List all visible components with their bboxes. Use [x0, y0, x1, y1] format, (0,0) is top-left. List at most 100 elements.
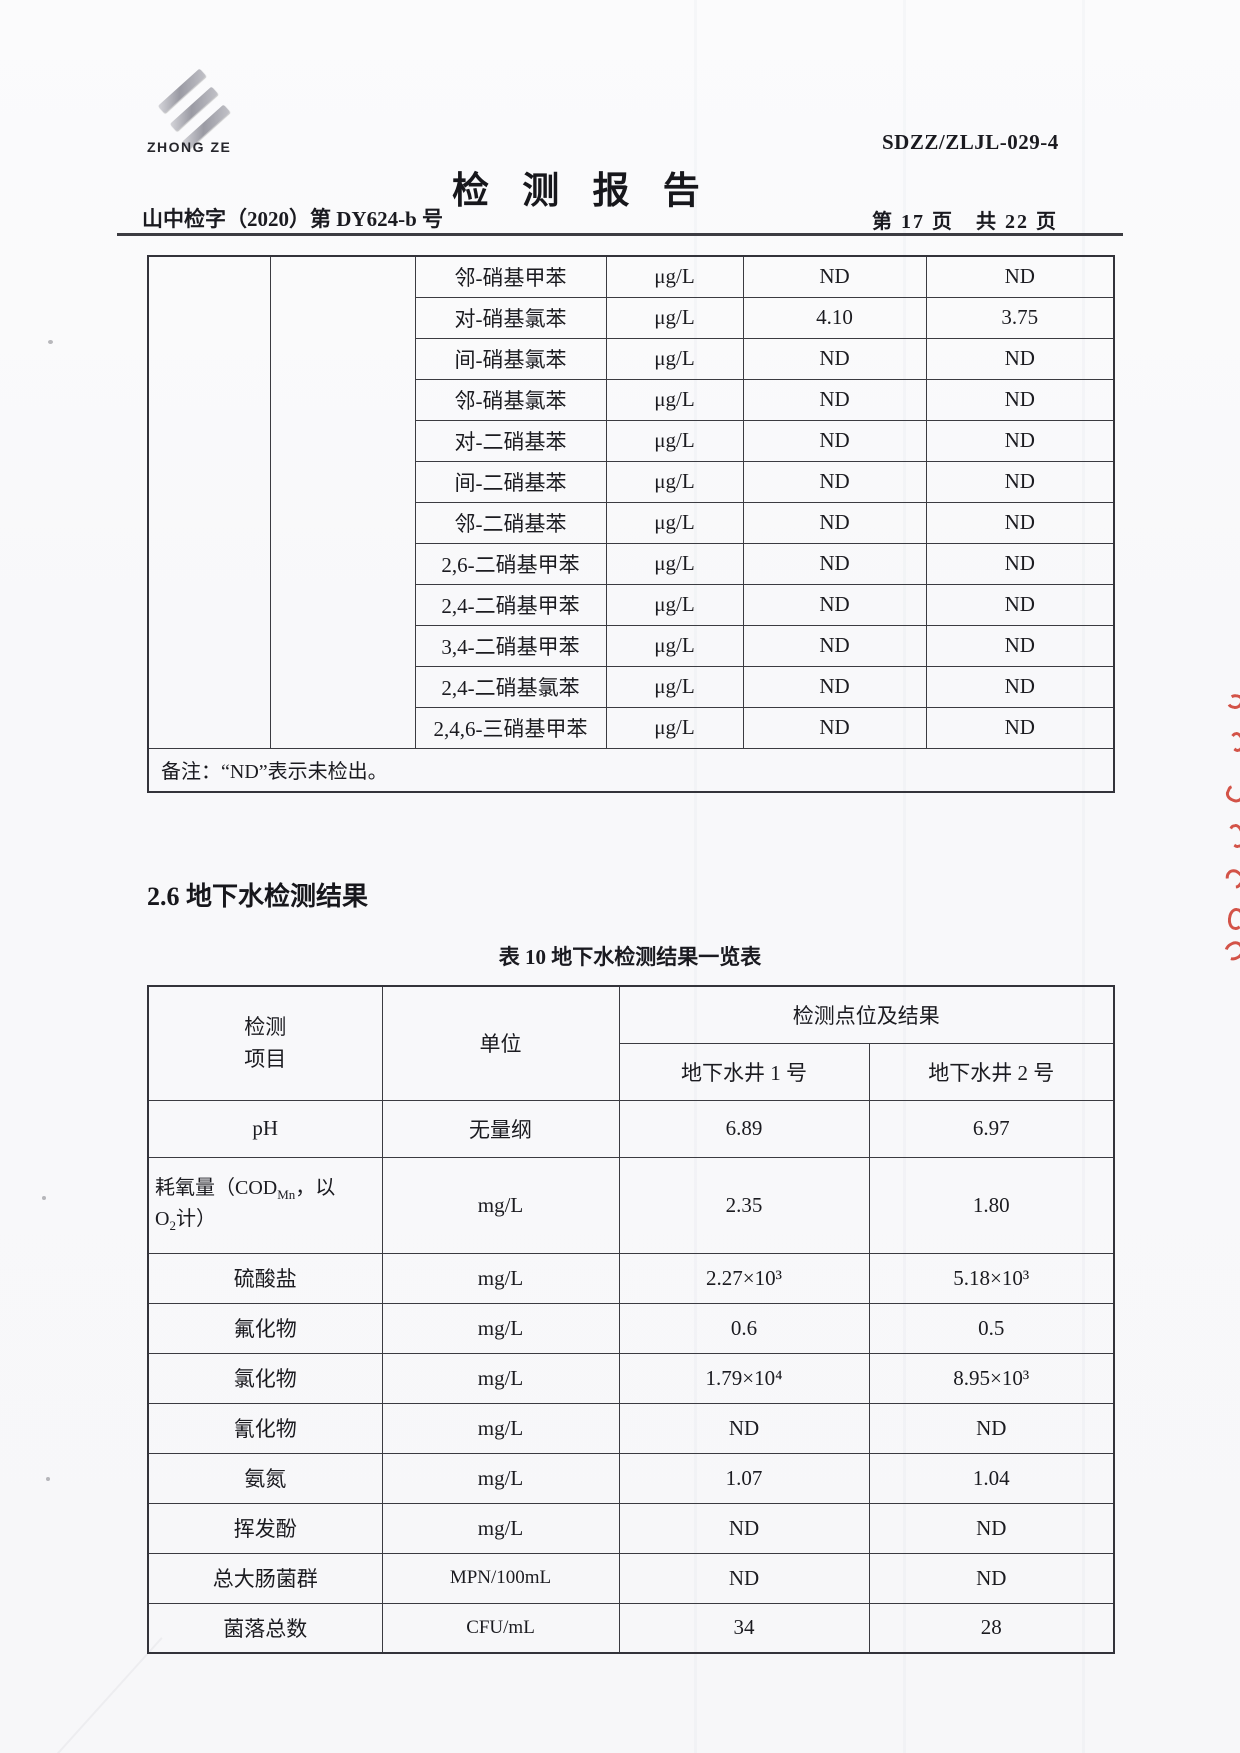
cell-well1-value: 1.07 — [618, 1452, 870, 1504]
brand-name: ZHONG ZE — [147, 139, 232, 155]
cell-well1-value: ND — [618, 1502, 870, 1554]
cell-item: 氟化物 — [147, 1302, 383, 1354]
cell-unit: μg/L — [605, 583, 744, 626]
cod-label-part: 计） — [175, 1208, 216, 1230]
cell-analyte: 邻-二硝基苯 — [414, 501, 607, 544]
groundwater-table: 检测 项目 单位 检测点位及结果 地下水井 1 号 地下水井 2 号 pH 无量… — [147, 985, 1115, 1654]
cell-unit: μg/L — [605, 501, 744, 544]
cell-well1-value: ND — [742, 665, 927, 708]
cell-unit: mg/L — [381, 1502, 620, 1554]
cell-well1-value: ND — [742, 460, 927, 503]
cell-well1-value: ND — [742, 624, 927, 667]
cell-item: 挥发酚 — [147, 1502, 383, 1554]
cell-analyte: 2,6-二硝基甲苯 — [414, 542, 607, 585]
scan-speck — [48, 340, 53, 344]
header-item-line1: 检测 — [244, 1014, 287, 1039]
cell-well2-value: ND — [925, 665, 1115, 708]
header-unit: 单位 — [381, 985, 620, 1101]
header-item-line2: 项目 — [244, 1047, 287, 1072]
cell-spanned-subcategory — [269, 255, 416, 749]
cell-analyte: 3,4-二硝基甲苯 — [414, 624, 607, 667]
cell-unit: CFU/mL — [381, 1602, 620, 1654]
cell-well1-value: ND — [742, 255, 927, 298]
cell-unit: μg/L — [605, 255, 744, 298]
cell-unit: μg/L — [605, 378, 744, 421]
cell-analyte: 2,4,6-三硝基甲苯 — [414, 706, 607, 749]
cell-well2-value: ND — [925, 255, 1115, 298]
scan-crease — [47, 1637, 163, 1753]
cell-unit: MPN/100mL — [381, 1552, 620, 1604]
cell-well2-value: ND — [925, 583, 1115, 626]
cell-well1-value: 2.35 — [618, 1156, 870, 1254]
cell-well1-value: 2.27×10³ — [618, 1252, 870, 1304]
cell-well1-value: ND — [742, 583, 927, 626]
cell-item-cod: 耗氧量（CODMn，以 O2计） — [147, 1156, 383, 1254]
analyte-table: 邻-硝基甲苯 μg/L ND ND 对-硝基氯苯 μg/L 4.10 3.75 间-硝… — [147, 255, 1115, 793]
cell-unit: μg/L — [605, 337, 744, 380]
cell-analyte: 2,4-二硝基氯苯 — [414, 665, 607, 708]
cell-well2-value: 8.95×10³ — [868, 1352, 1115, 1404]
section-heading: 2.6 地下水检测结果 — [147, 882, 369, 911]
cell-well1-value: ND — [618, 1402, 870, 1454]
cell-well2-value: 28 — [868, 1602, 1115, 1654]
cod-subscript: Mn — [277, 1187, 296, 1203]
cell-analyte: 邻-硝基甲苯 — [414, 255, 607, 298]
cell-well1-value: 0.6 — [618, 1302, 870, 1354]
header-well2: 地下水井 2 号 — [868, 1042, 1115, 1101]
cell-unit: μg/L — [605, 296, 744, 339]
cell-well1-value: 4.10 — [742, 296, 927, 339]
header-rule — [117, 233, 1123, 236]
cell-well1-value: ND — [742, 706, 927, 749]
cell-well2-value: 0.5 — [868, 1302, 1115, 1354]
cell-well2-value: ND — [925, 624, 1115, 667]
cod-label-part: O — [155, 1208, 170, 1230]
cell-well1-value: ND — [742, 337, 927, 380]
cell-analyte: 间-硝基氯苯 — [414, 337, 607, 380]
cell-spanned-category — [147, 255, 271, 749]
cell-item: 氨氮 — [147, 1452, 383, 1504]
report-number: 山中检字（2020）第 DY624-b 号 — [142, 207, 444, 231]
cell-item: pH — [147, 1099, 383, 1158]
cell-well2-value: ND — [925, 542, 1115, 585]
header-group: 检测点位及结果 — [618, 985, 1115, 1044]
report-title: 检 测 报 告 — [452, 171, 712, 212]
cell-well2-value: 1.80 — [868, 1156, 1115, 1254]
cell-well2-value: ND — [925, 378, 1115, 421]
cod-subscript: 2 — [169, 1218, 176, 1233]
cell-well2-value: ND — [925, 419, 1115, 462]
cell-unit: μg/L — [605, 542, 744, 585]
stamp-fragment-red — [1220, 692, 1240, 964]
cell-well1-value: ND — [742, 378, 927, 421]
cell-well2-value: ND — [868, 1552, 1115, 1604]
page-indicator: 第 17 页 共 22 页 — [872, 211, 1058, 233]
cell-well2-value: 6.97 — [868, 1099, 1115, 1158]
cod-label-part: ，以 — [295, 1177, 336, 1200]
cell-unit: μg/L — [605, 706, 744, 749]
cell-analyte: 邻-硝基氯苯 — [414, 378, 607, 421]
cell-item: 氯化物 — [147, 1352, 383, 1404]
cell-well2-value: 5.18×10³ — [868, 1252, 1115, 1304]
cell-unit: mg/L — [381, 1302, 620, 1354]
stamp-stroke — [1221, 865, 1240, 892]
stamp-stroke — [1228, 731, 1240, 753]
cell-item: 菌落总数 — [147, 1602, 383, 1654]
cell-unit: μg/L — [605, 665, 744, 708]
stamp-stroke — [1225, 692, 1240, 711]
header-item: 检测 项目 — [147, 985, 383, 1101]
cell-well2-value: ND — [868, 1402, 1115, 1454]
cell-unit: mg/L — [381, 1156, 620, 1254]
cell-item: 氰化物 — [147, 1402, 383, 1454]
stamp-stroke — [1226, 822, 1240, 850]
doc-code: SDZZ/ZLJL-029-4 — [882, 130, 1059, 154]
scan-speck — [46, 1477, 50, 1481]
cell-item: 总大肠菌群 — [147, 1552, 383, 1604]
cell-unit: mg/L — [381, 1402, 620, 1454]
header-well1: 地下水井 1 号 — [618, 1042, 870, 1101]
cell-unit: mg/L — [381, 1352, 620, 1404]
cell-well1-value: ND — [742, 501, 927, 544]
table-note: 备注：“ND”表示未检出。 — [147, 747, 1115, 793]
cell-well1-value: 34 — [618, 1602, 870, 1654]
cell-analyte: 间-二硝基苯 — [414, 460, 607, 503]
cod-label-part: 耗氧量（COD — [155, 1177, 278, 1200]
